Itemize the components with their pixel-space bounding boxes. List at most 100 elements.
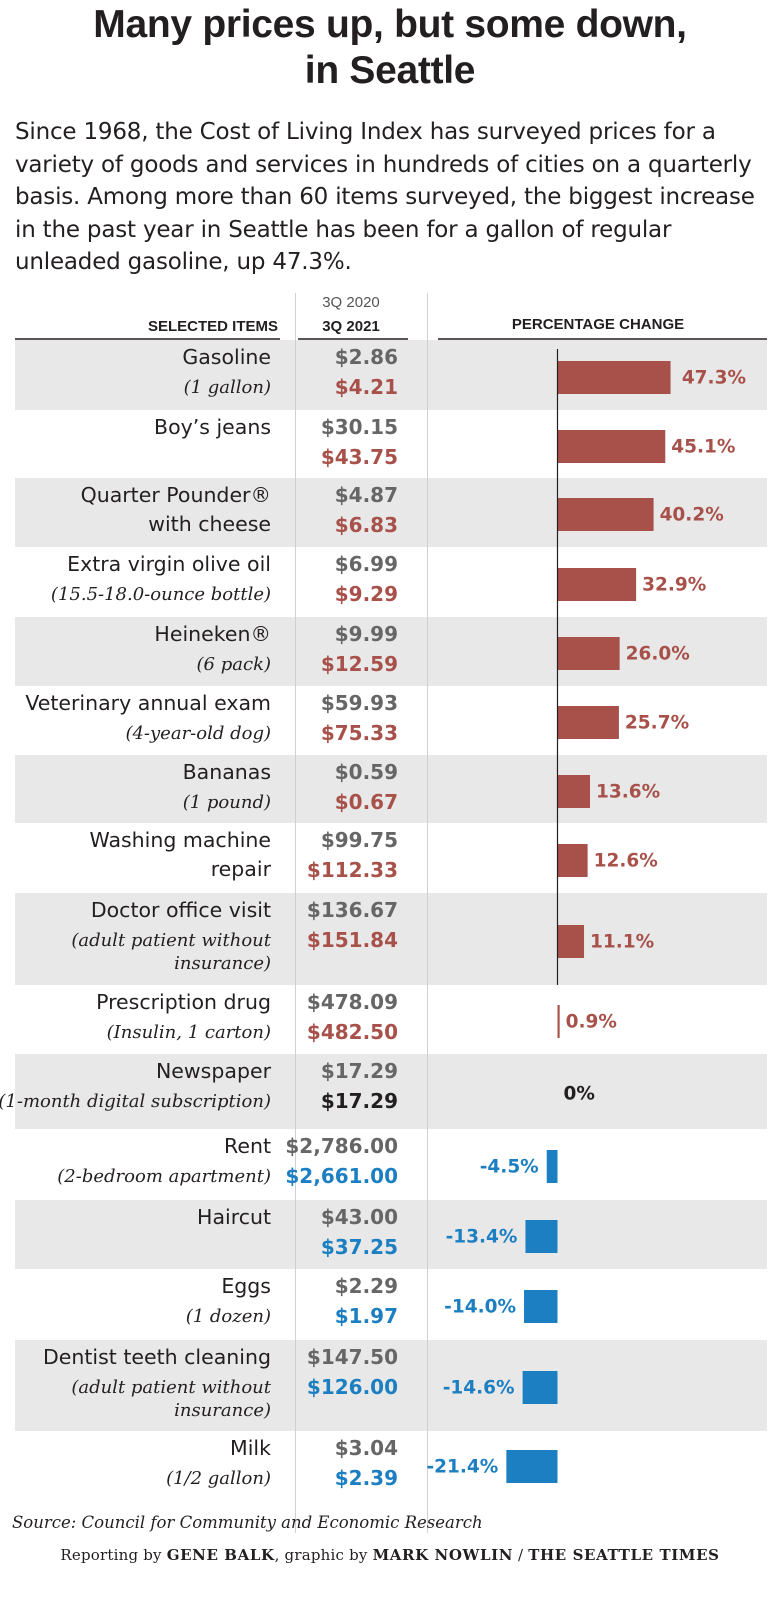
item-subtitle: (1 gallon) bbox=[184, 377, 271, 398]
row-bands bbox=[15, 340, 767, 1431]
price-3q2021: $1.97 bbox=[335, 1304, 398, 1328]
item-name: Prescription drug bbox=[96, 990, 271, 1014]
price-3q2020: $478.09 bbox=[307, 990, 398, 1014]
item-row: Prescription drug (Insulin, 1 carton) $478… bbox=[96, 990, 617, 1044]
item-name: with cheese bbox=[148, 512, 271, 536]
bar bbox=[557, 706, 619, 739]
price-3q2020: $4.87 bbox=[335, 483, 398, 507]
row-band bbox=[15, 1340, 767, 1431]
item-name: Rent bbox=[224, 1134, 271, 1158]
percent-label: 26.0% bbox=[626, 644, 690, 665]
price-3q2021: $6.83 bbox=[335, 513, 398, 537]
bar bbox=[557, 498, 654, 531]
bar bbox=[557, 637, 620, 670]
item-subtitle: (adult patient without bbox=[71, 930, 271, 951]
item-row: Heineken® (6 pack) $9.99 $12.59 26.0% bbox=[154, 622, 689, 676]
item-rows: Gasoline (1 gallon) $2.86 $4.21 47.3% Boy’s j… bbox=[0, 345, 746, 1490]
item-name: Eggs bbox=[221, 1274, 271, 1298]
bar bbox=[524, 1290, 558, 1323]
bar bbox=[557, 430, 666, 463]
source-note: Source: Council for Community and Econom… bbox=[12, 1513, 483, 1532]
percent-label: -14.6% bbox=[443, 1378, 515, 1399]
item-name: repair bbox=[211, 857, 272, 881]
price-3q2021: $151.84 bbox=[307, 928, 398, 952]
item-row: Milk (1/2 gallon) $3.04 $2.39 -21.4% bbox=[166, 1436, 558, 1490]
credit-separator: / bbox=[513, 1546, 529, 1564]
header-selected-items: SELECTED ITEMS bbox=[148, 318, 278, 335]
credit-artist: MARK NOWLIN bbox=[372, 1546, 514, 1564]
item-row: Extra virgin olive oil (15.5-18.0-ounce b… bbox=[51, 552, 706, 606]
price-3q2020: $59.93 bbox=[321, 691, 398, 715]
price-3q2021: $75.33 bbox=[321, 721, 398, 745]
price-3q2021: $126.00 bbox=[307, 1375, 398, 1399]
item-subtitle: (2-bedroom apartment) bbox=[57, 1166, 271, 1187]
price-3q2020: $136.67 bbox=[307, 898, 398, 922]
item-row: Gasoline (1 gallon) $2.86 $4.21 47.3% bbox=[182, 345, 746, 399]
item-subtitle: insurance) bbox=[174, 953, 271, 974]
price-3q2020: $30.15 bbox=[321, 415, 398, 439]
credit-middle: , graphic by bbox=[274, 1546, 373, 1564]
item-row: Boy’s jeans $30.15 $43.75 45.1% bbox=[154, 415, 735, 469]
percent-label: 47.3% bbox=[682, 368, 746, 389]
intro-paragraph: Since 1968, the Cost of Living Index has… bbox=[15, 119, 755, 275]
percent-label: -4.5% bbox=[480, 1157, 539, 1178]
price-3q2021: $2,661.00 bbox=[285, 1164, 398, 1188]
item-subtitle: (1 dozen) bbox=[186, 1306, 271, 1327]
price-3q2021: $43.75 bbox=[321, 445, 398, 469]
row-band bbox=[15, 1054, 767, 1129]
item-subtitle: (15.5-18.0-ounce bottle) bbox=[51, 584, 271, 605]
item-name: Dentist teeth cleaning bbox=[43, 1345, 271, 1369]
percent-label: 13.6% bbox=[596, 782, 660, 803]
item-name: Bananas bbox=[183, 760, 271, 784]
chart-title: Many prices up, but some down, in Seattl… bbox=[0, 2, 780, 94]
item-row: Rent (2-bedroom apartment) $2,786.00 $2,661… bbox=[57, 1134, 558, 1188]
item-row: Quarter Pounder® with cheese $4.87 $6.83 40.… bbox=[81, 483, 724, 537]
price-3q2020: $2.29 bbox=[335, 1274, 398, 1298]
item-row: Veterinary annual exam (4-year-old dog) $5… bbox=[25, 691, 689, 745]
item-row: Washing machine repair $99.75 $112.33 12.6% bbox=[89, 828, 657, 882]
item-name: Quarter Pounder® bbox=[81, 483, 271, 507]
percent-label: 40.2% bbox=[660, 505, 724, 526]
bar bbox=[557, 775, 591, 808]
price-3q2020: $2,786.00 bbox=[285, 1134, 398, 1158]
row-band bbox=[15, 617, 767, 686]
bar bbox=[557, 361, 671, 394]
item-name: Veterinary annual exam bbox=[25, 691, 271, 715]
bar bbox=[546, 1150, 558, 1183]
percent-label: 25.7% bbox=[625, 713, 689, 734]
item-name: Washing machine bbox=[89, 828, 271, 852]
item-row: Eggs (1 dozen) $2.29 $1.97 -14.0% bbox=[186, 1274, 558, 1328]
bar bbox=[522, 1371, 558, 1404]
item-subtitle: (Insulin, 1 carton) bbox=[107, 1022, 271, 1043]
title-line-1: Many prices up, but some down, bbox=[93, 3, 687, 46]
credit-outlet: THE SEATTLE TIMES bbox=[528, 1546, 720, 1564]
header-period-new: 3Q 2021 bbox=[322, 318, 380, 335]
item-subtitle: (1-month digital subscription) bbox=[0, 1091, 271, 1112]
header-percentage-change: PERCENTAGE CHANGE bbox=[512, 316, 684, 333]
percent-label: 45.1% bbox=[671, 437, 735, 458]
row-band bbox=[15, 893, 767, 985]
bar bbox=[525, 1220, 558, 1253]
percent-label: 0.9% bbox=[566, 1012, 617, 1033]
bar bbox=[557, 925, 585, 958]
price-3q2021: $482.50 bbox=[307, 1020, 398, 1044]
percent-label: -13.4% bbox=[446, 1227, 518, 1248]
percent-label: -14.0% bbox=[444, 1297, 516, 1318]
item-subtitle: (4-year-old dog) bbox=[125, 723, 271, 744]
item-row: Newspaper (1-month digital subscription) $… bbox=[0, 1059, 595, 1113]
credit-line: Reporting by GENE BALK, graphic by MARK … bbox=[0, 1546, 780, 1564]
row-band bbox=[15, 1200, 767, 1269]
item-name: Haircut bbox=[197, 1205, 271, 1229]
item-name: Heineken® bbox=[154, 622, 271, 646]
percent-label: 0% bbox=[564, 1084, 595, 1105]
item-name: Boy’s jeans bbox=[154, 415, 271, 439]
price-3q2021: $112.33 bbox=[307, 858, 398, 882]
item-name: Gasoline bbox=[182, 345, 271, 369]
item-subtitle: (1/2 gallon) bbox=[166, 1468, 271, 1489]
price-3q2021: $2.39 bbox=[335, 1466, 398, 1490]
item-subtitle: insurance) bbox=[174, 1400, 271, 1421]
percent-label: 12.6% bbox=[594, 851, 658, 872]
item-row: Bananas (1 pound) $0.59 $0.67 13.6% bbox=[183, 760, 661, 814]
price-3q2021: $37.25 bbox=[321, 1235, 398, 1259]
